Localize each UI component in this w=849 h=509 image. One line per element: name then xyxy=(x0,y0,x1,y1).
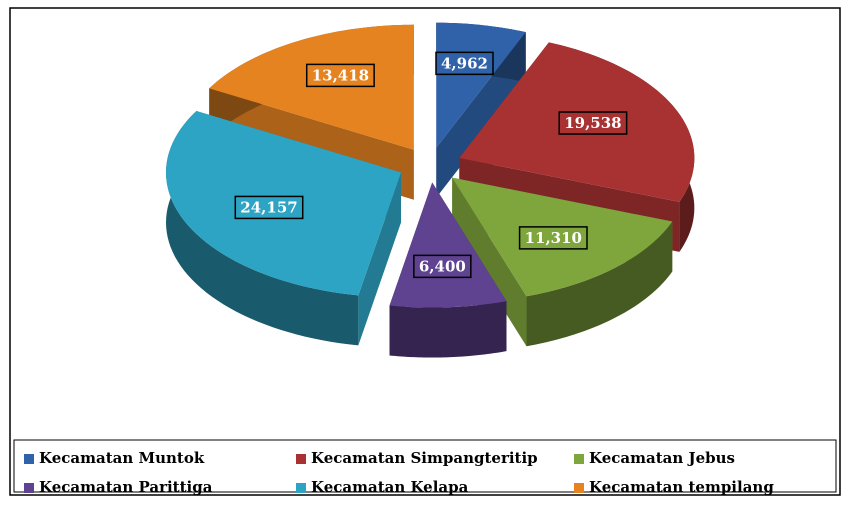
legend-label: Kecamatan Parittiga xyxy=(39,478,213,496)
data-label-box xyxy=(558,111,628,135)
pie-slice xyxy=(389,182,507,308)
data-label: 13,418 xyxy=(312,66,369,84)
data-label: 19,538 xyxy=(564,114,621,132)
legend-label: Kecamatan Simpangteritip xyxy=(311,449,538,467)
data-label: 11,310 xyxy=(525,229,582,247)
pie-slice xyxy=(209,24,414,150)
slice-wall xyxy=(166,110,359,346)
data-label: 24,157 xyxy=(240,198,297,216)
legend-box xyxy=(13,439,837,493)
slice-side xyxy=(452,177,527,347)
data-label-box xyxy=(234,195,304,220)
slice-wall xyxy=(389,301,507,358)
legend-label: Kecamatan Kelapa xyxy=(311,478,469,496)
pie-slice xyxy=(166,110,402,296)
legend: Kecamatan Muntok Kecamatan Simpangteritip… xyxy=(24,449,774,496)
data-label: 4,962 xyxy=(441,54,488,72)
data-label-box xyxy=(518,226,588,250)
legend-swatch xyxy=(574,454,584,464)
pie-slice xyxy=(436,22,526,148)
legend-swatch xyxy=(24,483,34,493)
pie: 4,962 19,538 11,310 6,400 24,157 13,418 xyxy=(166,22,695,358)
legend-label: Kecamatan tempilang xyxy=(589,478,774,496)
pie-slice xyxy=(452,177,673,297)
slice-wall xyxy=(526,221,673,347)
data-label-box xyxy=(413,254,472,279)
legend-label: Kecamatan Muntok xyxy=(39,449,205,467)
legend-swatch xyxy=(296,483,306,493)
data-label: 6,400 xyxy=(419,257,466,275)
data-label-box xyxy=(305,63,375,88)
legend-swatch xyxy=(24,454,34,464)
legend-label: Kecamatan Jebus xyxy=(589,449,735,467)
legend-swatch xyxy=(296,454,306,464)
data-label-box xyxy=(435,51,494,76)
legend-swatch xyxy=(574,483,584,493)
pie-slice xyxy=(459,42,695,202)
